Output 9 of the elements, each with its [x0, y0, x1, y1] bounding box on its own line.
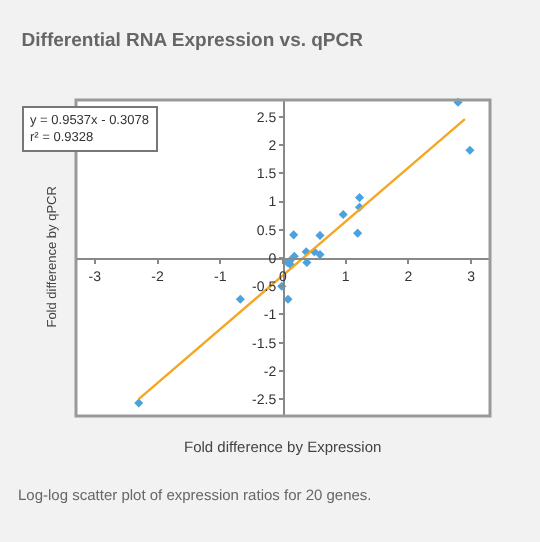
point: [289, 230, 299, 240]
point: [315, 230, 325, 240]
point: [465, 145, 475, 155]
point: [338, 210, 348, 220]
point: [134, 398, 144, 408]
point: [354, 193, 365, 203]
point: [235, 294, 245, 304]
point: [353, 228, 363, 238]
chart-title: Differential RNA Expression vs. qPCR: [21, 29, 364, 52]
